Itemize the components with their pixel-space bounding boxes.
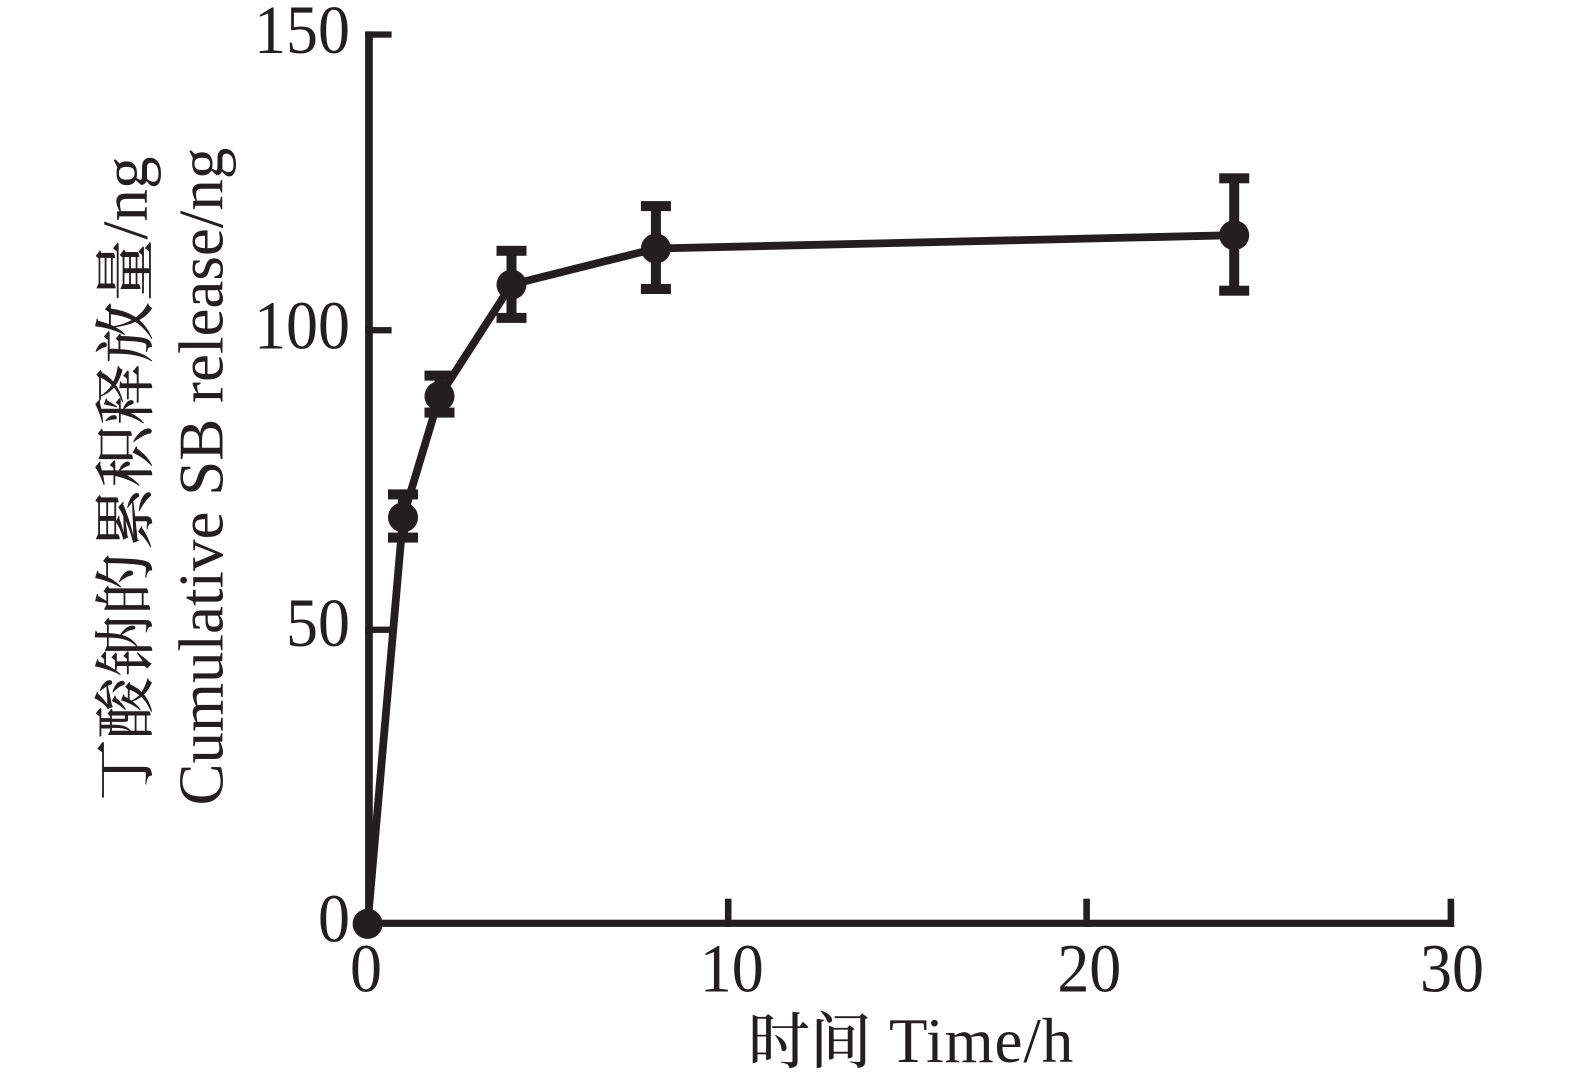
- svg-text:0: 0: [318, 881, 350, 957]
- svg-text:30: 30: [1420, 931, 1484, 1007]
- svg-text:50: 50: [286, 586, 350, 662]
- svg-text:10: 10: [700, 931, 764, 1007]
- svg-text:/ng: /ng: [90, 156, 162, 239]
- svg-text:20: 20: [1057, 931, 1121, 1007]
- svg-text:150: 150: [254, 0, 350, 69]
- svg-text:100: 100: [254, 288, 350, 364]
- svg-text:Cumulative SB release/ng: Cumulative SB release/ng: [167, 148, 237, 806]
- svg-text:Time/h: Time/h: [889, 1006, 1074, 1076]
- svg-text:0: 0: [350, 931, 382, 1007]
